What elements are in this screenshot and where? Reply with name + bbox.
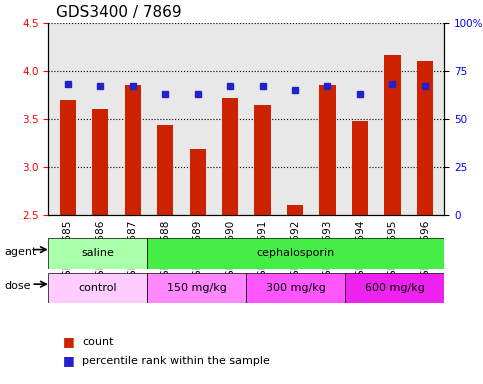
FancyBboxPatch shape <box>48 273 147 303</box>
FancyBboxPatch shape <box>48 238 147 269</box>
Text: ■: ■ <box>63 354 74 367</box>
Text: 150 mg/kg: 150 mg/kg <box>167 283 227 293</box>
Text: ■: ■ <box>63 335 74 348</box>
Text: control: control <box>79 283 117 293</box>
Text: agent: agent <box>5 247 37 257</box>
Bar <box>189 149 206 215</box>
Bar <box>352 121 368 215</box>
FancyBboxPatch shape <box>345 273 444 303</box>
Bar <box>417 61 433 215</box>
Bar <box>287 205 303 215</box>
FancyBboxPatch shape <box>147 273 246 303</box>
FancyBboxPatch shape <box>246 273 345 303</box>
Text: dose: dose <box>5 281 31 291</box>
Bar <box>319 86 336 215</box>
Text: saline: saline <box>81 248 114 258</box>
Text: 300 mg/kg: 300 mg/kg <box>266 283 326 293</box>
Bar <box>255 104 270 215</box>
Text: 600 mg/kg: 600 mg/kg <box>365 283 425 293</box>
Text: GDS3400 / 7869: GDS3400 / 7869 <box>56 5 182 20</box>
Text: count: count <box>82 337 114 347</box>
Bar <box>60 100 76 215</box>
Text: percentile rank within the sample: percentile rank within the sample <box>82 356 270 366</box>
Bar <box>157 125 173 215</box>
Bar <box>222 98 238 215</box>
Bar <box>125 86 141 215</box>
Text: cephalosporin: cephalosporin <box>256 248 335 258</box>
Bar <box>92 109 108 215</box>
FancyBboxPatch shape <box>147 238 444 269</box>
Bar <box>384 55 400 215</box>
